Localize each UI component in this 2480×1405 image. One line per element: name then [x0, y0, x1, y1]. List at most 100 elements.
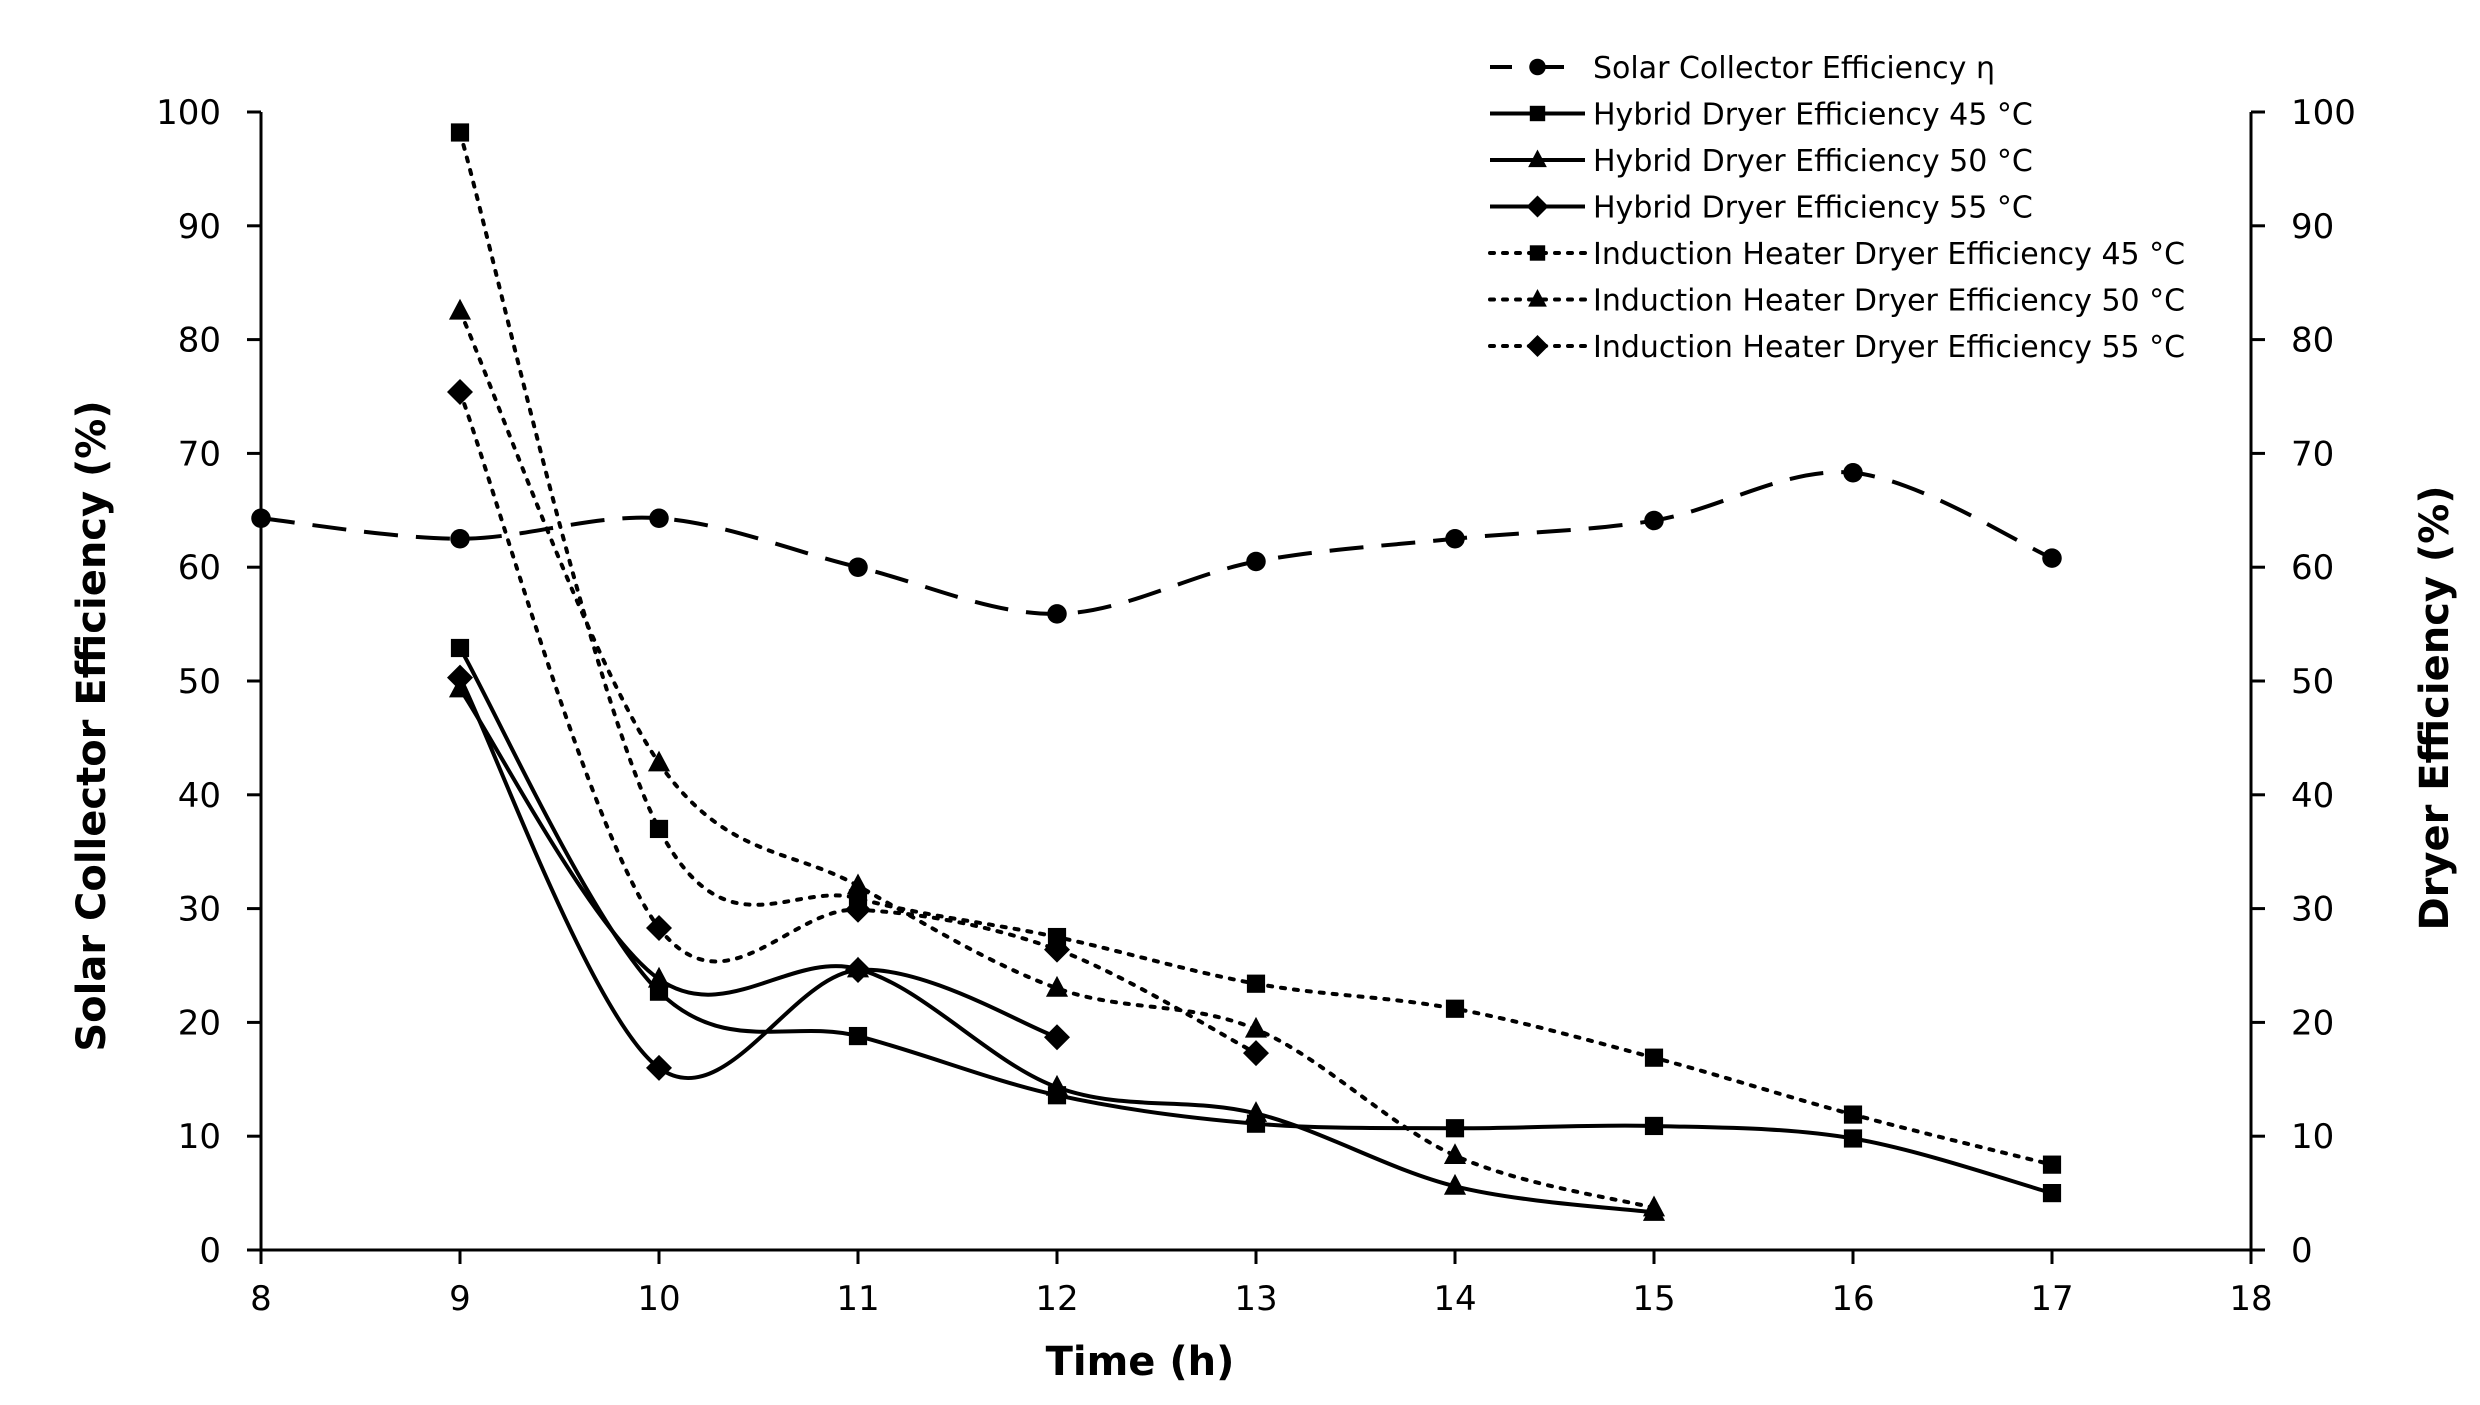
legend-marker: [1528, 149, 1547, 168]
y2-tick-label: 0: [2291, 1231, 2313, 1271]
y2-tick-label: 70: [2291, 434, 2334, 474]
legend-marker: [1529, 58, 1546, 76]
data-point: [646, 1054, 672, 1081]
series-line: [458, 389, 1258, 1056]
data-point: [448, 298, 472, 320]
legend-marker: [1529, 245, 1546, 261]
series-6: [448, 298, 1666, 1217]
x-tick-label: 17: [2030, 1279, 2073, 1319]
data-point: [2042, 1184, 2062, 1203]
data-point: [1644, 1048, 1664, 1067]
y2-tick-label: 90: [2291, 207, 2334, 247]
series-4: [447, 664, 1070, 1081]
series-line: [458, 130, 2054, 1167]
x-tick-label: 16: [1831, 1279, 1874, 1319]
x-tick-label: 10: [637, 1279, 680, 1319]
legend-label: Induction Heater Dryer Efficiency 45 °C: [1593, 237, 2185, 272]
y-tick-label: 90: [178, 207, 221, 247]
y-tick-label: 20: [178, 1003, 221, 1043]
data-point: [1244, 1016, 1268, 1038]
legend-marker: [1528, 289, 1547, 307]
x-tick-label: 14: [1433, 1279, 1476, 1319]
data-point: [1044, 936, 1070, 963]
series-7: [447, 378, 1269, 1067]
legend-item: Induction Heater Dryer Efficiency 55 °C: [1488, 330, 2185, 365]
series-1: [251, 462, 2062, 624]
y-tick-label: 30: [178, 890, 221, 930]
y2-axis-title: Dryer Efficiency (%): [2412, 485, 2458, 930]
legend-marker: [1526, 195, 1549, 218]
legend-label: Induction Heater Dryer Efficiency 55 °C: [1593, 330, 2185, 365]
legend-item: Solar Collector Efficiency η: [1490, 51, 1995, 86]
data-point: [647, 750, 671, 772]
data-point: [848, 557, 868, 577]
legend-label: Induction Heater Dryer Efficiency 50 °C: [1593, 284, 2185, 319]
x-axis-title: Time (h): [1046, 1339, 1235, 1385]
data-point: [845, 957, 871, 984]
data-point: [848, 1026, 868, 1046]
legend-item: Induction Heater Dryer Efficiency 45 °C: [1488, 237, 2185, 272]
data-point: [1644, 1116, 1664, 1136]
y2-tick-label: 30: [2291, 890, 2334, 930]
legend: Solar Collector Efficiency η Hybrid Dryer…: [1488, 51, 2185, 365]
x-tick-label: 18: [2229, 1279, 2272, 1319]
legend-item: Hybrid Dryer Efficiency 55 °C: [1490, 191, 2033, 226]
data-point: [1843, 1105, 1863, 1124]
data-point: [1843, 1129, 1863, 1148]
y2-tick-label: 40: [2291, 776, 2334, 816]
y-tick-label: 0: [199, 1231, 221, 1271]
data-point: [1246, 551, 1266, 572]
data-point: [2042, 1155, 2062, 1174]
legend-label: Solar Collector Efficiency η: [1593, 51, 1995, 86]
data-point: [1243, 1040, 1269, 1067]
legend-item: Hybrid Dryer Efficiency 45 °C: [1490, 98, 2033, 133]
y2-tick-label: 60: [2291, 548, 2334, 588]
data-point: [1047, 604, 1067, 624]
data-point: [1246, 974, 1266, 993]
legend-marker: [1526, 335, 1549, 357]
series-layer: [251, 123, 2062, 1221]
y2-tick-label: 50: [2291, 662, 2334, 702]
data-point: [1044, 1024, 1070, 1051]
x-tick-label: 12: [1035, 1279, 1078, 1319]
data-point: [450, 529, 470, 549]
legend-item: Induction Heater Dryer Efficiency 50 °C: [1488, 284, 2185, 319]
y-tick-label: 80: [178, 321, 221, 361]
y-tick-label: 100: [156, 93, 221, 133]
data-point: [845, 896, 871, 923]
data-point: [1443, 1143, 1467, 1164]
legend-marker: [1529, 105, 1546, 122]
data-point: [1445, 529, 1465, 549]
axes: 8 9 10 11 12 13 14 15 16 17 18 0 10 20 30 40 50 60 70 80 90 1…: [156, 93, 2356, 1319]
data-point: [450, 123, 470, 142]
legend-label: Hybrid Dryer Efficiency 55 °C: [1593, 191, 2033, 226]
series-line: [260, 470, 2053, 616]
x-tick-label: 8: [250, 1279, 272, 1319]
data-point: [1843, 462, 1863, 483]
data-point: [450, 638, 470, 658]
data-point: [1445, 1119, 1465, 1138]
y-tick-label: 10: [178, 1117, 221, 1157]
data-point: [846, 873, 870, 895]
data-point: [1642, 1195, 1666, 1217]
data-point: [1443, 1173, 1467, 1195]
data-point: [1244, 1101, 1268, 1122]
y2-tick-label: 100: [2291, 93, 2356, 133]
legend-label: Hybrid Dryer Efficiency 45 °C: [1593, 98, 2033, 133]
x-tick-label: 11: [836, 1279, 879, 1319]
y2-tick-label: 80: [2291, 321, 2334, 361]
y-tick-label: 70: [178, 434, 221, 474]
data-point: [646, 914, 672, 941]
x-tick-label: 9: [449, 1279, 471, 1319]
y-axis-title: Solar Collector Efficiency (%): [69, 400, 115, 1051]
data-point: [2042, 548, 2062, 568]
data-point: [647, 966, 671, 988]
data-point: [1045, 975, 1069, 997]
legend-item: Hybrid Dryer Efficiency 50 °C: [1490, 144, 2033, 179]
data-point: [1445, 999, 1465, 1018]
x-tick-label: 13: [1234, 1279, 1277, 1319]
series-line: [458, 309, 1656, 1210]
series-line: [458, 676, 1058, 1080]
data-point: [251, 508, 271, 529]
